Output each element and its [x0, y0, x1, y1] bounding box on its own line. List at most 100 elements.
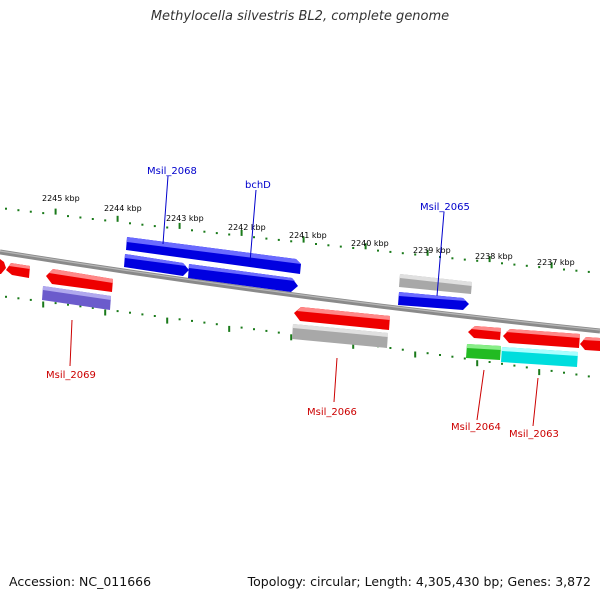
- label-msil-2063[interactable]: Msil_2063: [509, 429, 559, 440]
- minor-tick: [265, 329, 268, 332]
- minor-tick: [17, 209, 20, 212]
- minor-tick: [153, 225, 156, 228]
- scale-label-2239: 2239 kbp: [413, 246, 451, 255]
- minor-tick: [277, 238, 280, 241]
- minor-tick: [563, 268, 565, 271]
- minor-tick: [315, 243, 317, 245]
- major-tick: [228, 325, 231, 332]
- major-tick: [302, 236, 305, 243]
- major-tick: [166, 317, 169, 324]
- minor-tick: [439, 354, 441, 356]
- leader-msil-2068: [162, 175, 169, 245]
- major-tick: [104, 309, 107, 316]
- label-bchd[interactable]: bchD: [245, 180, 271, 191]
- minor-tick: [67, 303, 69, 306]
- label-msil-2068[interactable]: Msil_2068: [147, 166, 197, 177]
- scale-label-2243: 2243 kbp: [166, 214, 204, 223]
- minor-tick: [525, 366, 528, 369]
- scale-label-2244: 2244 kbp: [104, 204, 142, 213]
- gene-msil-2066-red[interactable]: [294, 307, 390, 330]
- minor-tick: [166, 226, 169, 229]
- scale-label-2245: 2245 kbp: [42, 194, 80, 203]
- scale-label-2240: 2240 kbp: [351, 239, 389, 248]
- minor-tick: [401, 252, 404, 255]
- minor-tick: [191, 229, 193, 232]
- gene-red-right-1[interactable]: [468, 326, 501, 340]
- gene-msil-2069[interactable]: [42, 286, 111, 310]
- gene-red-left-1[interactable]: [0, 259, 6, 274]
- minor-tick: [79, 216, 82, 219]
- minor-tick: [104, 219, 107, 222]
- minor-tick: [352, 247, 355, 249]
- genome-summary-text: Topology: circular; Length: 4,305,430 bp…: [247, 574, 591, 589]
- minor-tick: [501, 362, 503, 365]
- gene-msil-2065-grey[interactable]: [399, 274, 472, 294]
- minor-tick: [67, 215, 69, 218]
- outer-tick-track: [5, 207, 590, 273]
- major-tick: [538, 369, 541, 376]
- gene-msil-2066[interactable]: [292, 324, 388, 348]
- scale-label-2242: 2242 kbp: [228, 223, 266, 232]
- minor-tick: [451, 355, 454, 358]
- label-msil-2069[interactable]: Msil_2069: [46, 370, 96, 381]
- minor-tick: [54, 302, 57, 305]
- minor-tick: [253, 236, 255, 239]
- major-tick: [290, 334, 293, 341]
- minor-tick: [538, 266, 541, 269]
- gene-red-left-2[interactable]: [6, 263, 30, 278]
- minor-tick: [451, 257, 454, 260]
- minor-tick: [42, 212, 45, 215]
- gene-blue-1[interactable]: [124, 254, 189, 276]
- minor-tick: [129, 222, 131, 225]
- minor-tick: [525, 264, 528, 267]
- minor-tick: [79, 305, 82, 308]
- gene-msil-2069-red[interactable]: [46, 269, 113, 292]
- label-msil-2064[interactable]: Msil_2064: [451, 422, 501, 433]
- label-msil-2066[interactable]: Msil_2066: [307, 407, 357, 418]
- gene-msil-2063[interactable]: [501, 347, 578, 367]
- gene-bchd[interactable]: [188, 264, 298, 292]
- leader-msil-2065: [436, 211, 445, 297]
- gene-msil-2063-red[interactable]: [503, 329, 580, 348]
- minor-tick: [463, 357, 466, 360]
- major-tick: [240, 229, 243, 236]
- gene-msil-2065[interactable]: [398, 292, 469, 310]
- minor-tick: [327, 244, 330, 247]
- minor-tick: [203, 230, 206, 233]
- minor-tick: [91, 306, 94, 309]
- minor-tick: [277, 331, 280, 334]
- major-tick: [414, 351, 417, 358]
- gene-msil-2068[interactable]: [126, 237, 301, 274]
- leader-msil-2063: [532, 377, 539, 427]
- genome-backbone: [0, 249, 600, 334]
- minor-tick: [389, 250, 392, 253]
- minor-tick: [141, 223, 144, 226]
- minor-tick: [587, 270, 590, 273]
- label-msil-2065[interactable]: Msil_2065: [420, 202, 470, 213]
- major-tick: [178, 222, 181, 229]
- minor-tick: [129, 311, 131, 314]
- minor-tick: [389, 347, 392, 349]
- major-tick: [364, 243, 367, 250]
- minor-tick: [488, 361, 491, 363]
- minor-tick: [178, 318, 181, 321]
- major-tick: [42, 301, 45, 308]
- gene-msil-2064[interactable]: [466, 344, 501, 360]
- accession-text: Accession: NC_011666: [9, 574, 152, 589]
- leader-msil-2069: [69, 319, 73, 367]
- minor-tick: [339, 245, 342, 248]
- minor-tick: [377, 249, 379, 252]
- minor-tick: [203, 321, 206, 324]
- major-tick: [550, 262, 553, 269]
- minor-tick: [563, 371, 565, 374]
- scale-label-2237: 2237 kbp: [537, 258, 575, 267]
- minor-tick: [265, 237, 268, 240]
- minor-tick: [153, 315, 156, 317]
- gene-red-right-2[interactable]: [580, 337, 600, 351]
- minor-tick: [463, 258, 466, 261]
- minor-tick: [228, 233, 231, 236]
- minor-tick: [550, 369, 553, 372]
- major-tick: [426, 249, 429, 256]
- minor-tick: [29, 298, 32, 301]
- minor-tick: [501, 262, 503, 265]
